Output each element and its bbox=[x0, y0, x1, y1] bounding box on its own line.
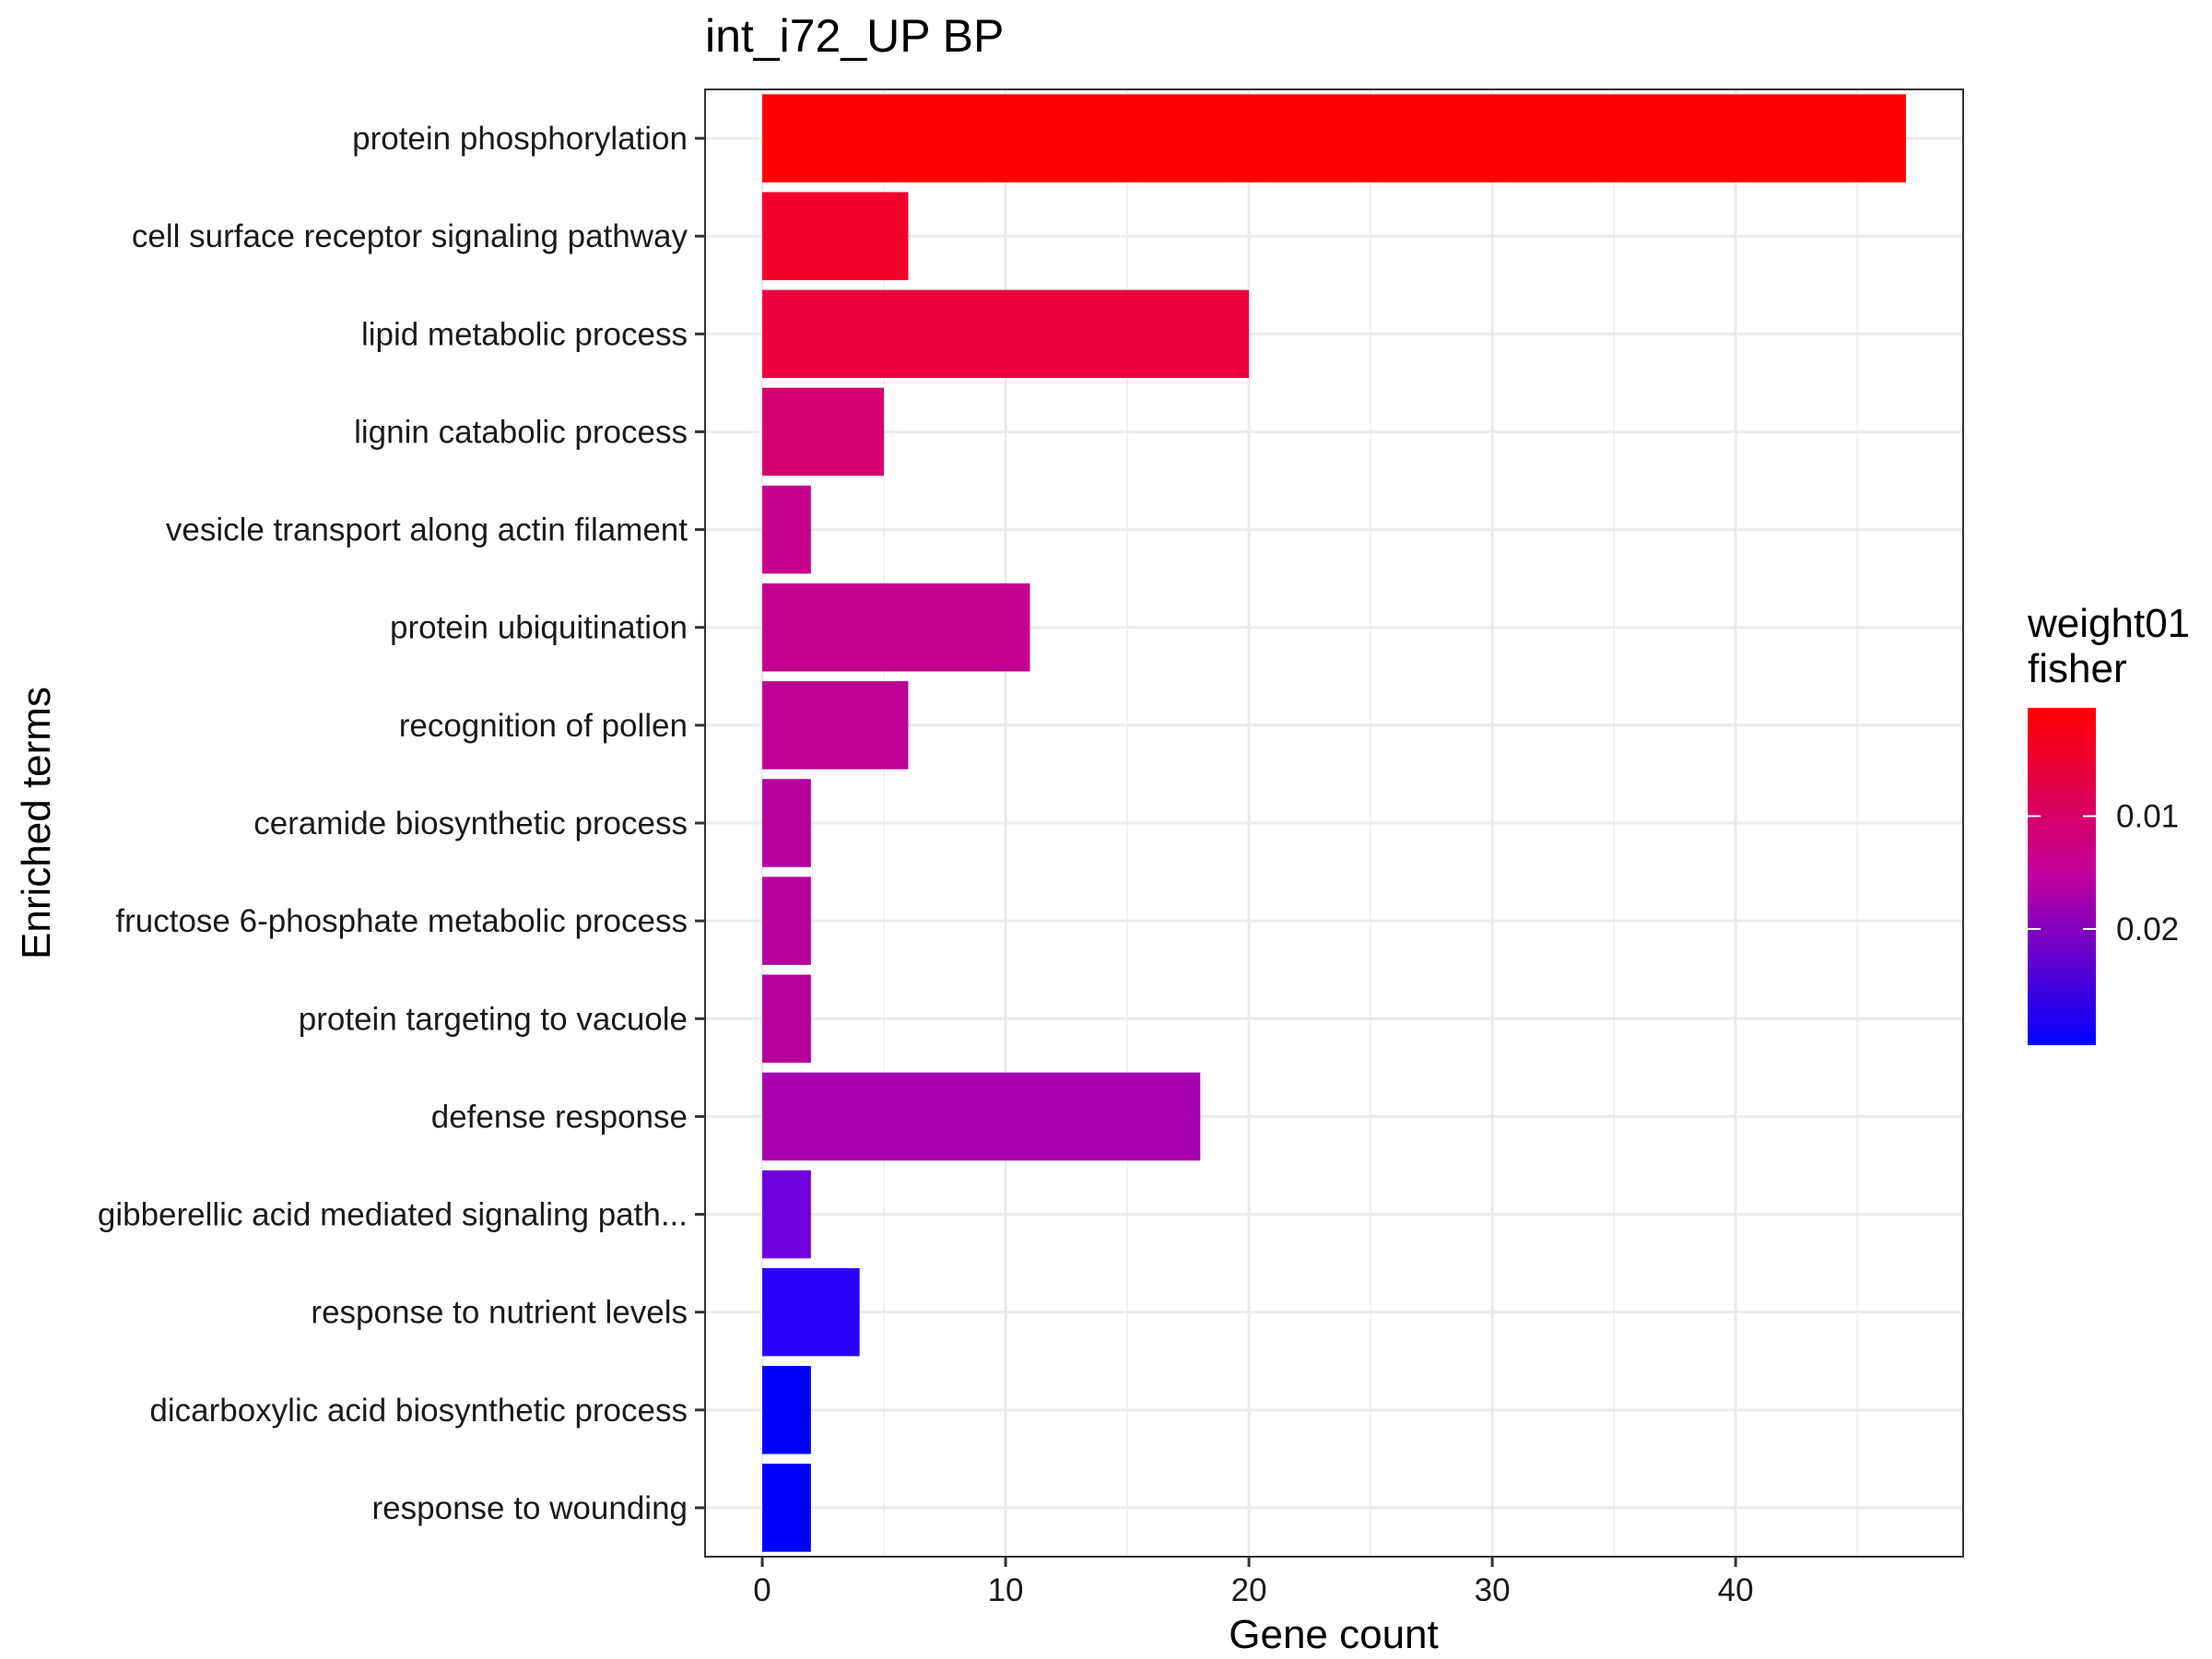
bar bbox=[762, 485, 811, 574]
chart-title: int_i72_UP BP bbox=[705, 10, 1004, 62]
bar bbox=[762, 877, 811, 965]
legend-title-line-2: fisher bbox=[2028, 646, 2127, 691]
bar bbox=[762, 289, 1250, 379]
legend-ticks: 0.01 0.02 bbox=[2028, 799, 2179, 947]
y-tick-label: dicarboxylic acid biosynthetic process bbox=[149, 1393, 688, 1429]
legend: weight01 fisher 0.01 0.02 bbox=[2027, 601, 2190, 1045]
y-tick-label: fructose 6-phosphate metabolic process bbox=[115, 903, 688, 939]
y-tick-label: protein ubiquitination bbox=[390, 610, 688, 646]
x-tick-label: 40 bbox=[1718, 1572, 1754, 1608]
legend-title-line-1: weight01 bbox=[2027, 601, 2190, 646]
y-axis-label: Enriched terms bbox=[14, 687, 59, 959]
y-tick-label: defense response bbox=[431, 1099, 688, 1135]
y-tick-label: response to wounding bbox=[372, 1490, 688, 1526]
y-tick-label: gibberellic acid mediated signaling path… bbox=[98, 1197, 688, 1233]
bar bbox=[762, 681, 909, 770]
legend-tick-label: 0.01 bbox=[2116, 799, 2179, 835]
x-tick-label: 20 bbox=[1231, 1572, 1267, 1608]
y-tick-label: cell surface receptor signaling pathway bbox=[132, 218, 688, 254]
y-axis: protein phosphorylation cell surface rece… bbox=[98, 121, 705, 1526]
bar bbox=[762, 1170, 811, 1259]
bar bbox=[762, 1464, 811, 1552]
x-tick-label: 10 bbox=[988, 1572, 1024, 1608]
bar bbox=[762, 779, 811, 867]
y-tick-label: lipid metabolic process bbox=[361, 316, 688, 352]
legend-colorbar bbox=[2028, 708, 2096, 1045]
bar bbox=[762, 974, 811, 1064]
bar bbox=[762, 192, 909, 280]
legend-tick-label: 0.02 bbox=[2116, 912, 2179, 947]
bar bbox=[762, 1072, 1201, 1161]
x-axis-label: Gene count bbox=[1229, 1612, 1439, 1657]
y-tick-label: recognition of pollen bbox=[399, 708, 688, 744]
x-axis: 0 10 20 30 40 bbox=[753, 1557, 1754, 1608]
y-tick-label: protein phosphorylation bbox=[352, 121, 688, 157]
x-tick-label: 0 bbox=[753, 1572, 771, 1608]
y-tick-label: vesicle transport along actin filament bbox=[166, 512, 688, 548]
y-tick-label: protein targeting to vacuole bbox=[299, 1001, 688, 1037]
y-tick-label: ceramide biosynthetic process bbox=[253, 806, 688, 841]
x-tick-label: 30 bbox=[1475, 1572, 1511, 1608]
bars bbox=[762, 94, 1906, 1552]
bar bbox=[762, 582, 1030, 672]
bar bbox=[762, 1366, 811, 1454]
bar bbox=[762, 387, 885, 477]
bar bbox=[762, 1267, 860, 1357]
y-tick-label: lignin catabolic process bbox=[354, 414, 688, 450]
y-tick-label: response to nutrient levels bbox=[311, 1295, 688, 1331]
bar bbox=[762, 94, 1906, 182]
